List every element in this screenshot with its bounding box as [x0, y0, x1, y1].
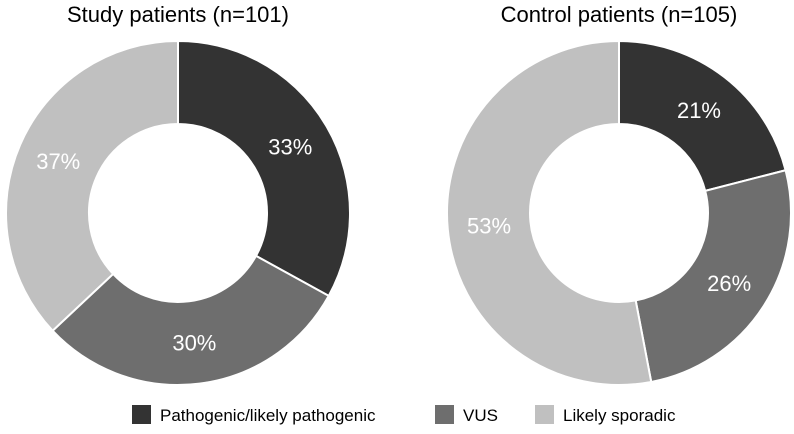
- slice-sporadic: [5, 39, 179, 333]
- slice-label-pathogenic: 21%: [677, 98, 721, 123]
- legend-label-pathogenic: Pathogenic/likely pathogenic: [160, 406, 376, 425]
- slice-label-sporadic: 53%: [467, 213, 511, 238]
- legend-label-vus: VUS: [463, 406, 498, 425]
- slice-label-sporadic: 37%: [36, 149, 80, 174]
- slice-label-vus: 26%: [707, 271, 751, 296]
- slice-vus: [51, 254, 331, 386]
- legend-swatch-vus: [435, 405, 454, 424]
- slice-sporadic: [445, 39, 653, 386]
- slice-pathogenic: [177, 39, 351, 298]
- donut-study: 33% 30% 37%: [5, 39, 351, 386]
- slice-vus: [634, 169, 792, 384]
- slice-label-pathogenic: 33%: [268, 135, 312, 160]
- slice-label-vus: 30%: [172, 330, 216, 355]
- chart-title-control: Control patients (n=105): [501, 2, 738, 27]
- legend-swatch-sporadic: [535, 405, 554, 424]
- legend-label-sporadic: Likely sporadic: [563, 406, 676, 425]
- legend-swatch-pathogenic: [132, 405, 151, 424]
- slice-pathogenic: [618, 39, 787, 193]
- legend: Pathogenic/likely pathogenic VUS Likely …: [132, 405, 676, 425]
- chart-title-study: Study patients (n=101): [67, 2, 289, 27]
- donut-control: 21% 26% 53%: [445, 39, 792, 386]
